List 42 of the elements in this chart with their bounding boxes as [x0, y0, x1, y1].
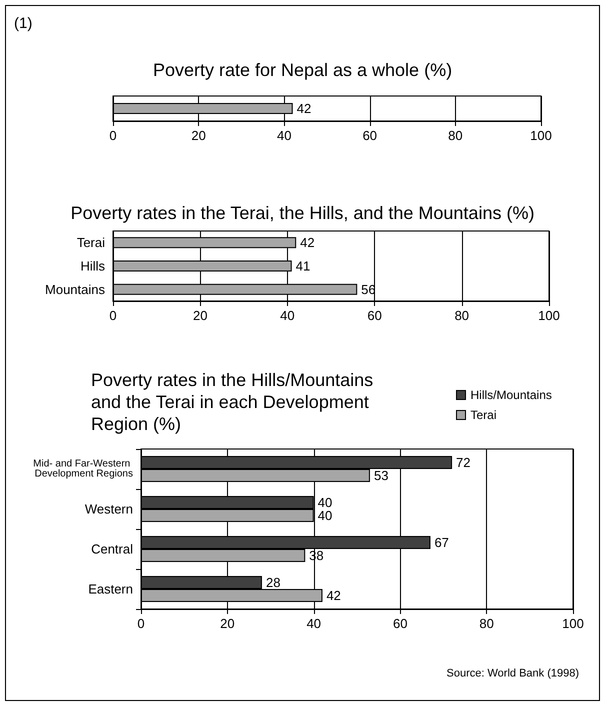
data-label: 72 [456, 455, 471, 470]
data-label: 42 [296, 101, 312, 116]
data-label: 53 [374, 468, 388, 483]
x-tick-label: 80 [454, 308, 470, 323]
y-tick-label: Mid- and Far-Western Development Regions [33, 458, 133, 480]
legend-label: Terai [470, 408, 497, 422]
data-label: 40 [318, 495, 332, 510]
data-label: 67 [434, 535, 449, 550]
chart-title: Poverty rates in the Hills/Mountains and the Terai in each Development Region (%) [91, 370, 378, 434]
x-tick-label: 60 [367, 308, 382, 323]
y-tick-label: Eastern [88, 582, 133, 596]
y-tick-label: Mountains [45, 282, 106, 297]
x-tick-label: 60 [392, 616, 408, 631]
data-label: 41 [296, 258, 310, 274]
legend-label: Hills/Mountains [470, 388, 552, 402]
x-tick-label: 20 [192, 308, 208, 323]
data-label: 28 [266, 575, 280, 590]
x-tick-label: 40 [280, 308, 295, 323]
x-tick-label: 40 [276, 128, 292, 143]
x-tick-label: 0 [109, 308, 117, 323]
x-tick-label: 100 [538, 308, 560, 323]
x-tick-label: 0 [137, 616, 145, 631]
y-tick-label: Central [91, 542, 134, 556]
x-tick-label: 80 [448, 128, 463, 143]
x-tick-label: 40 [306, 616, 322, 631]
x-tick-label: 60 [362, 128, 378, 143]
x-tick-label: 20 [191, 128, 206, 143]
y-tick-label: Terai [76, 235, 106, 250]
chart-title: Poverty rate for Nepal as a whole (%) [152, 60, 452, 80]
x-tick-label: 100 [530, 128, 552, 143]
data-label: 40 [318, 508, 332, 523]
x-tick-label: 100 [562, 616, 584, 631]
y-tick-label: Hills [80, 258, 106, 274]
y-tick-label: Western [84, 502, 133, 516]
x-tick-label: 0 [109, 128, 117, 143]
chart-title: Poverty rates in the Terai, the Hills, and the Mountains (%) [70, 203, 534, 223]
source-note: Source: World Bank (1998) [446, 668, 580, 680]
text: (1) [14, 15, 32, 32]
x-tick-label: 80 [479, 616, 494, 631]
data-label: 42 [300, 235, 315, 250]
data-label: 42 [326, 588, 341, 603]
x-tick-label: 20 [220, 616, 235, 631]
